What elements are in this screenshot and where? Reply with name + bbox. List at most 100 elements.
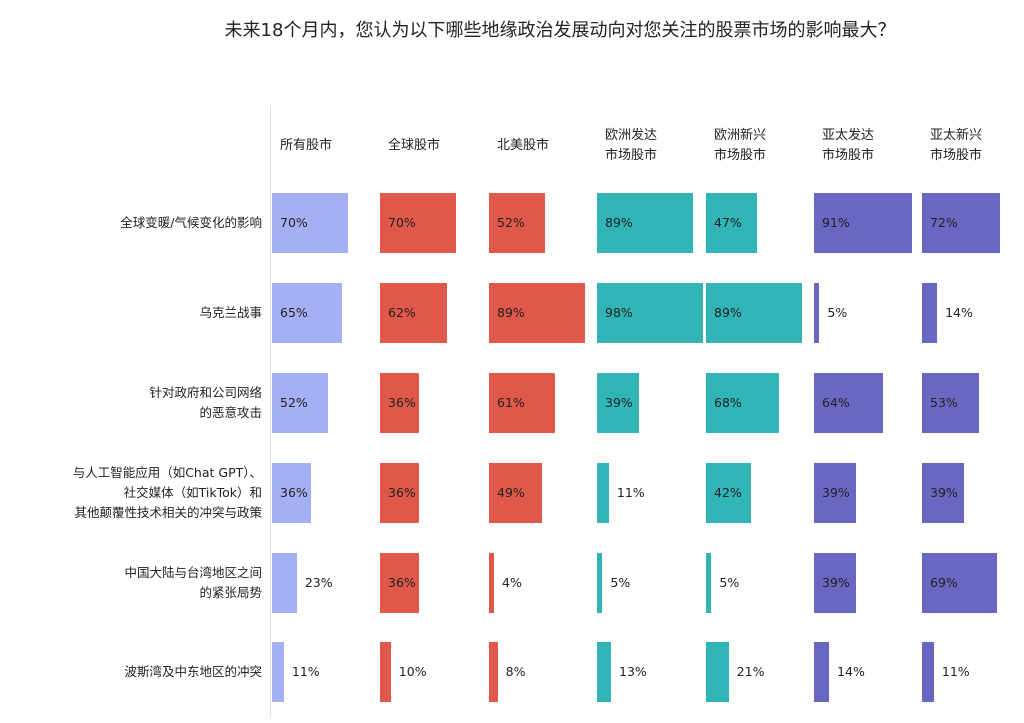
value-label: 39%	[822, 485, 850, 500]
value-label: 89%	[605, 215, 633, 230]
bar	[272, 283, 343, 343]
bar	[272, 553, 297, 613]
bar	[706, 373, 780, 433]
bar	[597, 283, 703, 343]
value-label: 89%	[714, 305, 742, 320]
value-label: 49%	[497, 485, 525, 500]
bar	[597, 553, 603, 613]
row-label: 波斯湾及中东地区的冲突	[124, 664, 262, 679]
bar	[489, 463, 542, 523]
bar	[597, 642, 612, 702]
bar	[380, 463, 419, 523]
column-header: 亚太发达 市场股市	[822, 128, 875, 163]
bar	[272, 642, 284, 702]
value-label: 10%	[398, 664, 427, 679]
value-label: 11%	[291, 664, 320, 679]
bar	[380, 373, 419, 433]
bar	[706, 553, 712, 613]
bar	[922, 553, 997, 613]
column-header: 亚太新兴 市场股市	[930, 128, 983, 163]
bar	[922, 193, 1000, 253]
value-label: 47%	[714, 215, 742, 230]
bar	[272, 463, 311, 523]
bar	[814, 283, 820, 343]
bar	[380, 283, 447, 343]
bar	[489, 642, 498, 702]
row-label: 针对政府和公司网络 的恶意攻击	[149, 385, 262, 420]
bar	[597, 193, 694, 253]
bar	[922, 283, 938, 343]
value-label: 62%	[388, 305, 416, 320]
value-label: 36%	[388, 575, 416, 590]
bar	[922, 642, 934, 702]
value-label: 72%	[930, 215, 958, 230]
value-label: 13%	[619, 664, 647, 679]
bar	[706, 193, 757, 253]
value-label: 36%	[388, 395, 416, 410]
value-label: 5%	[719, 575, 740, 590]
bar	[922, 373, 980, 433]
bar	[922, 463, 965, 523]
bar	[380, 553, 419, 613]
chart-title: 未来18个月内，您认为以下哪些地缘政治发展动向对您关注的股票市场的影响最大？	[224, 20, 896, 41]
row-label: 全球变暖/气候变化的影响	[120, 215, 262, 230]
bar	[706, 283, 803, 343]
value-label: 68%	[714, 395, 742, 410]
bar	[380, 193, 456, 253]
bar	[489, 283, 586, 343]
bar	[597, 463, 609, 523]
bar	[814, 642, 830, 702]
value-label: 14%	[945, 305, 973, 320]
value-label: 65%	[280, 305, 308, 320]
axis-line	[270, 105, 271, 717]
bar	[380, 642, 391, 702]
value-label: 39%	[930, 485, 958, 500]
value-label: 42%	[714, 485, 742, 500]
value-label: 64%	[822, 395, 850, 410]
value-label: 36%	[388, 485, 416, 500]
value-label: 23%	[304, 575, 333, 590]
value-label: 69%	[930, 575, 958, 590]
value-label: 36%	[280, 485, 308, 500]
value-label: 52%	[280, 395, 308, 410]
bar	[489, 373, 555, 433]
column-header: 北美股市	[497, 138, 550, 153]
column-header: 欧洲发达 市场股市	[605, 128, 658, 163]
row-label: 中国大陆与台湾地区之间 的紧张局势	[124, 565, 262, 600]
value-label: 70%	[388, 215, 416, 230]
value-label: 89%	[497, 305, 525, 320]
column-header: 所有股市	[280, 138, 333, 153]
value-label: 14%	[837, 664, 865, 679]
value-label: 39%	[822, 575, 850, 590]
bar	[597, 373, 640, 433]
column-header: 欧洲新兴 市场股市	[714, 128, 767, 163]
bar	[489, 193, 546, 253]
bar	[814, 553, 857, 613]
value-label: 5%	[610, 575, 631, 590]
row-label: 与人工智能应用（如Chat GPT）、 社交媒体（如TikTok）和 其他颠覆性…	[72, 465, 262, 520]
bar	[706, 642, 729, 702]
bar	[706, 463, 752, 523]
value-label: 52%	[497, 215, 525, 230]
bar	[814, 193, 913, 253]
row-label: 乌克兰战事	[199, 305, 262, 320]
bar	[489, 553, 494, 613]
value-label: 39%	[605, 395, 633, 410]
value-label: 61%	[497, 395, 525, 410]
value-label: 8%	[505, 664, 526, 679]
value-label: 21%	[736, 664, 765, 679]
value-label: 11%	[941, 664, 970, 679]
value-label: 4%	[502, 575, 522, 590]
column-header: 全球股市	[388, 138, 441, 153]
bar	[272, 193, 348, 253]
value-label: 53%	[930, 395, 958, 410]
value-label: 91%	[822, 215, 850, 230]
bar	[272, 373, 329, 433]
value-label: 11%	[616, 485, 645, 500]
value-label: 5%	[827, 305, 848, 320]
value-label: 70%	[280, 215, 308, 230]
bar	[814, 373, 884, 433]
bar	[814, 463, 857, 523]
value-label: 98%	[605, 305, 633, 320]
